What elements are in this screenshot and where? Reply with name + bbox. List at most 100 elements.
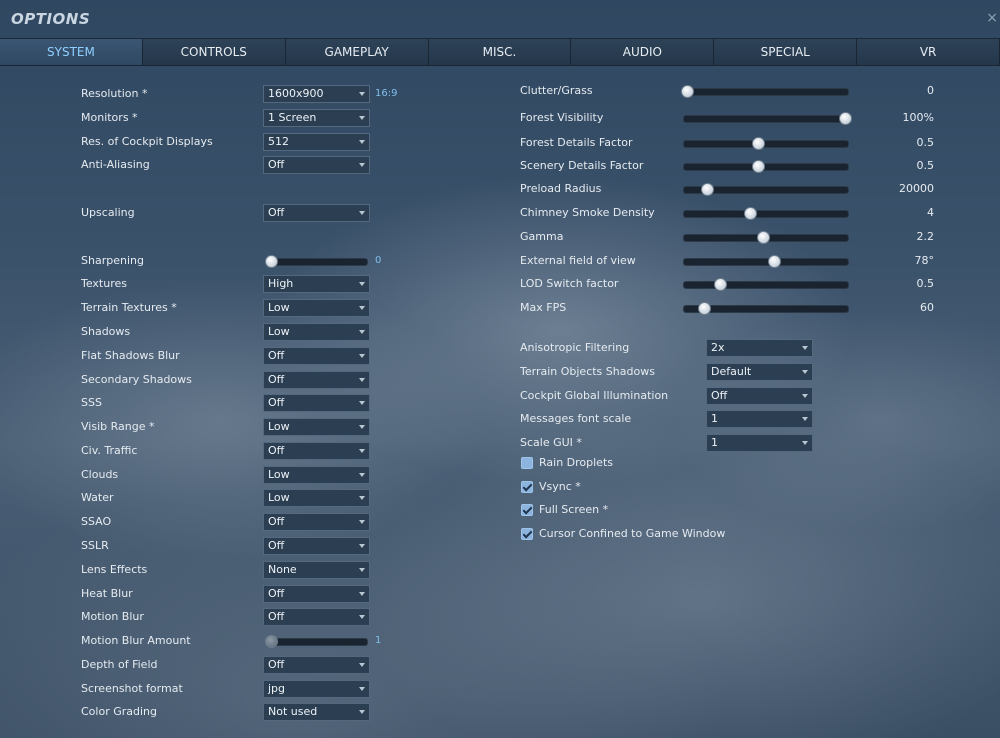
chevron-down-icon (359, 687, 365, 691)
sss-dropdown[interactable]: Off (263, 394, 370, 412)
water-value: Low (268, 491, 290, 504)
clouds-label: Clouds (81, 468, 119, 481)
chevron-down-icon (359, 140, 365, 144)
forest-details-value: 0.5 (916, 136, 935, 149)
clouds-dropdown[interactable]: Low (263, 466, 370, 484)
terrain-obj-shadows-dropdown[interactable]: Default (706, 363, 813, 381)
sharpening-slider-handle[interactable] (265, 255, 278, 268)
clutter-slider-handle[interactable] (681, 85, 695, 98)
shadows-value: Low (268, 325, 290, 338)
tab-gameplay[interactable]: GAMEPLAY (285, 39, 429, 65)
tab-controls[interactable]: CONTROLS (142, 39, 286, 65)
tab-special[interactable]: SPECIAL (714, 39, 858, 65)
terrain-textures-dropdown[interactable]: Low (263, 299, 370, 317)
tab-bar: SYSTEM CONTROLS GAMEPLAY MISC. AUDIO SPE… (0, 38, 1000, 66)
lens-effects-dropdown[interactable]: None (263, 561, 370, 579)
color-grading-label: Color Grading (81, 705, 157, 718)
vsync-checkbox[interactable] (521, 481, 533, 493)
chimney-smoke-slider[interactable] (683, 207, 849, 220)
lod-switch-slider-handle[interactable] (714, 278, 728, 291)
rain-droplets-checkbox[interactable] (521, 457, 533, 469)
lod-switch-label: LOD Switch factor (520, 277, 619, 290)
full-screen-checkbox[interactable] (521, 504, 533, 516)
chevron-down-icon (359, 449, 365, 453)
anisotropic-label: Anisotropic Filtering (520, 341, 630, 354)
tab-vr[interactable]: VR (857, 39, 1000, 65)
upscaling-dropdown[interactable]: Off (263, 204, 370, 222)
forest-details-label: Forest Details Factor (520, 136, 633, 149)
water-dropdown[interactable]: Low (263, 489, 370, 507)
motion-blur-amount-slider-handle[interactable] (265, 635, 278, 648)
cockpit-res-dropdown[interactable]: 512 (263, 133, 370, 151)
flat-shadows-blur-dropdown[interactable]: Off (263, 347, 370, 365)
preload-radius-value: 20000 (899, 182, 934, 195)
messages-font-dropdown[interactable]: 1 (706, 410, 813, 428)
scenery-details-slider-handle[interactable] (751, 160, 765, 173)
lod-switch-slider[interactable] (683, 278, 849, 291)
tab-system[interactable]: SYSTEM (0, 39, 143, 65)
forest-visibility-slider[interactable] (683, 112, 852, 125)
chevron-down-icon (802, 346, 808, 350)
sharpening-slider[interactable] (265, 255, 368, 268)
monitors-value: 1 Screen (268, 111, 317, 124)
cockpit-res-label: Res. of Cockpit Displays (81, 135, 213, 148)
screenshot-format-label: Screenshot format (81, 682, 183, 695)
max-fps-slider[interactable] (683, 302, 849, 315)
anti-aliasing-dropdown[interactable]: Off (263, 156, 370, 174)
forest-details-slider-handle[interactable] (751, 137, 765, 150)
anisotropic-dropdown[interactable]: 2x (706, 339, 813, 357)
cockpit-gi-dropdown[interactable]: Off (706, 387, 813, 405)
heat-blur-dropdown[interactable]: Off (263, 585, 370, 603)
gamma-label: Gamma (520, 230, 564, 243)
scenery-details-slider[interactable] (683, 160, 849, 173)
motion-blur-dropdown[interactable]: Off (263, 608, 370, 626)
gamma-slider-handle[interactable] (756, 231, 770, 244)
chevron-down-icon (359, 473, 365, 477)
chevron-down-icon (359, 592, 365, 596)
preload-radius-slider[interactable] (683, 183, 849, 196)
external-fov-slider[interactable] (683, 255, 849, 268)
ssao-dropdown[interactable]: Off (263, 513, 370, 531)
upscaling-label: Upscaling (81, 206, 135, 219)
messages-font-value: 1 (711, 412, 718, 425)
chimney-smoke-slider-handle[interactable] (743, 207, 757, 220)
sss-label: SSS (81, 396, 102, 409)
forest-visibility-value: 100% (902, 111, 934, 124)
close-icon[interactable]: × (986, 10, 998, 26)
scale-gui-dropdown[interactable]: 1 (706, 434, 813, 452)
max-fps-value: 60 (920, 301, 934, 314)
secondary-shadows-dropdown[interactable]: Off (263, 371, 370, 389)
visib-range-value: Low (268, 420, 290, 433)
preload-radius-slider-handle[interactable] (700, 183, 714, 196)
chevron-down-icon (359, 378, 365, 382)
cursor-confined-checkbox[interactable] (521, 528, 533, 540)
textures-dropdown[interactable]: High (263, 275, 370, 293)
sslr-dropdown[interactable]: Off (263, 537, 370, 555)
forest-visibility-slider-handle[interactable] (838, 112, 852, 125)
heat-blur-label: Heat Blur (81, 587, 133, 600)
visib-range-dropdown[interactable]: Low (263, 418, 370, 436)
chimney-smoke-label: Chimney Smoke Density (520, 206, 655, 219)
depth-of-field-dropdown[interactable]: Off (263, 656, 370, 674)
anisotropic-value: 2x (711, 341, 725, 354)
chevron-down-icon (359, 330, 365, 334)
anti-aliasing-value: Off (268, 158, 285, 171)
forest-details-slider[interactable] (683, 137, 849, 150)
external-fov-slider-handle[interactable] (768, 255, 782, 268)
window-title: OPTIONS (11, 10, 91, 28)
color-grading-dropdown[interactable]: Not used (263, 703, 370, 721)
resolution-dropdown[interactable]: 1600x900 (263, 85, 370, 103)
civ-traffic-dropdown[interactable]: Off (263, 442, 370, 460)
max-fps-slider-handle[interactable] (697, 302, 711, 315)
tab-audio[interactable]: AUDIO (571, 39, 715, 65)
tab-misc[interactable]: MISC. (428, 39, 572, 65)
gamma-slider[interactable] (683, 231, 849, 244)
shadows-dropdown[interactable]: Low (263, 323, 370, 341)
color-grading-value: Not used (268, 705, 318, 718)
motion-blur-amount-slider[interactable] (265, 635, 368, 648)
water-label: Water (81, 491, 114, 504)
clutter-slider[interactable] (681, 85, 849, 98)
monitors-dropdown[interactable]: 1 Screen (263, 109, 370, 127)
upscaling-value: Off (268, 206, 285, 219)
screenshot-format-dropdown[interactable]: jpg (263, 680, 370, 698)
